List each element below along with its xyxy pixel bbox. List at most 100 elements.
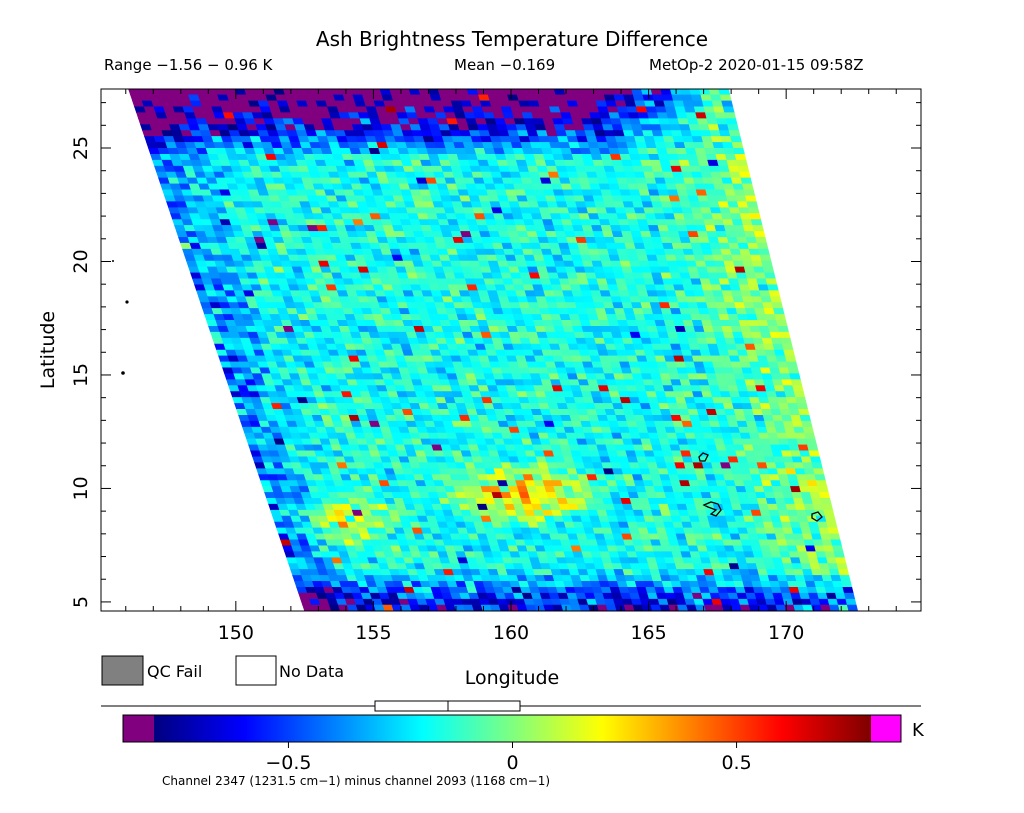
heatmap-cell: [791, 420, 804, 428]
heatmap-cell: [812, 468, 825, 475]
heatmap-cell: [683, 142, 696, 149]
heatmap-cell: [718, 385, 730, 392]
heatmap-cell: [625, 213, 638, 220]
heatmap-cell: [787, 438, 799, 446]
heatmap-cell: [689, 201, 702, 208]
heatmap-cell: [757, 284, 770, 291]
heatmap-cell: [752, 302, 765, 309]
heatmap-cell: [665, 219, 678, 226]
heatmap-cell: [824, 515, 837, 523]
heatmap-cell: [592, 124, 605, 131]
heatmap-cell: [714, 225, 727, 232]
heatmap-cell: [698, 201, 711, 208]
heatmap-cell: [717, 236, 730, 244]
heatmap-cell: [708, 165, 721, 173]
heatmap-cell: [696, 118, 709, 125]
heatmap-cell: [644, 248, 657, 256]
heatmap-cell: [584, 130, 597, 137]
heatmap-cell: [569, 112, 583, 119]
heatmap-cell: [643, 136, 656, 143]
heatmap-cell: [677, 118, 690, 125]
heatmap-cell: [687, 118, 700, 125]
heatmap-cell: [713, 296, 726, 303]
heatmap-cell: [718, 242, 731, 250]
heatmap-cell: [747, 355, 760, 363]
heatmap-cell: [702, 290, 715, 297]
heatmap-cell: [643, 171, 656, 179]
heatmap-cell: [676, 112, 688, 119]
heatmap-cell: [640, 159, 653, 167]
heatmap-cell: [763, 343, 775, 351]
heatmap-cell: [725, 118, 738, 125]
heatmap-cell: [689, 88, 702, 96]
heatmap-cell: [700, 242, 712, 250]
heatmap-cell: [695, 260, 707, 268]
heatmap-cell: [715, 153, 728, 161]
heatmap-cell: [621, 159, 634, 167]
heatmap-cell: [747, 391, 760, 398]
heatmap-cell: [683, 177, 696, 185]
heatmap-cell: [790, 450, 802, 458]
heatmap-cell: [754, 272, 767, 280]
heatmap-cell: [752, 373, 764, 380]
heatmap-cell: [730, 213, 743, 220]
heatmap-cell: [715, 231, 728, 238]
heatmap-cell: [685, 112, 698, 119]
heatmap-cell: [736, 236, 749, 244]
heatmap-cell: [742, 260, 755, 268]
heatmap-cell: [737, 242, 750, 250]
heatmap-cell: [733, 189, 746, 197]
heatmap-cell: [788, 409, 801, 416]
heatmap-cell: [808, 521, 820, 529]
heatmap-cell: [835, 557, 847, 564]
heatmap-cell: [821, 503, 834, 511]
heatmap-cell: [762, 414, 775, 422]
heatmap-cell: [687, 266, 700, 274]
heatmap-cell: [578, 106, 591, 114]
heatmap-cell: [712, 325, 724, 333]
heatmap-cell: [714, 189, 727, 197]
heatmap-cell: [779, 480, 791, 487]
heatmap-cell: [719, 355, 732, 363]
heatmap-cell: [702, 177, 715, 185]
heatmap-cell: [594, 165, 607, 173]
heatmap-cell: [648, 118, 661, 125]
heatmap-cell: [715, 266, 728, 274]
heatmap-cell: [627, 183, 640, 191]
heatmap-cell: [754, 308, 766, 315]
heatmap-cell: [788, 444, 801, 452]
heatmap-cell: [638, 225, 651, 232]
heatmap-cell: [759, 290, 771, 297]
heatmap-cell: [704, 260, 717, 268]
heatmap-cell: [778, 438, 790, 446]
heatmap-cell: [684, 219, 697, 226]
heatmap-cell: [729, 355, 741, 363]
heatmap-cell: [794, 468, 807, 475]
heatmap-cell: [766, 355, 778, 363]
heatmap-cell: [724, 302, 737, 309]
heatmap-cell: [811, 533, 823, 541]
heatmap-cell: [579, 148, 592, 155]
heatmap-cell: [785, 432, 798, 440]
heatmap-cell: [686, 189, 699, 197]
heatmap-cell: [636, 219, 649, 226]
heatmap-cell: [660, 88, 673, 96]
heatmap-cell: [698, 88, 711, 96]
heatmap-cell: [648, 189, 661, 197]
heatmap-cell: [682, 213, 695, 220]
heatmap-cell: [763, 308, 776, 315]
heatmap-cell: [635, 106, 648, 114]
heatmap-cell: [707, 272, 720, 280]
heatmap-cell: [640, 195, 653, 203]
heatmap-cell: [586, 100, 599, 108]
heatmap-cell: [741, 367, 753, 375]
heatmap-cell: [614, 207, 627, 214]
heatmap-cell: [734, 302, 746, 309]
heatmap-cell: [748, 432, 761, 440]
heatmap-cell: [740, 325, 752, 333]
heatmap-cell: [565, 130, 578, 137]
heatmap-cell: [748, 248, 761, 256]
heatmap-cell: [732, 403, 744, 410]
heatmap-cell: [753, 379, 766, 386]
heatmap-cell: [730, 136, 742, 143]
